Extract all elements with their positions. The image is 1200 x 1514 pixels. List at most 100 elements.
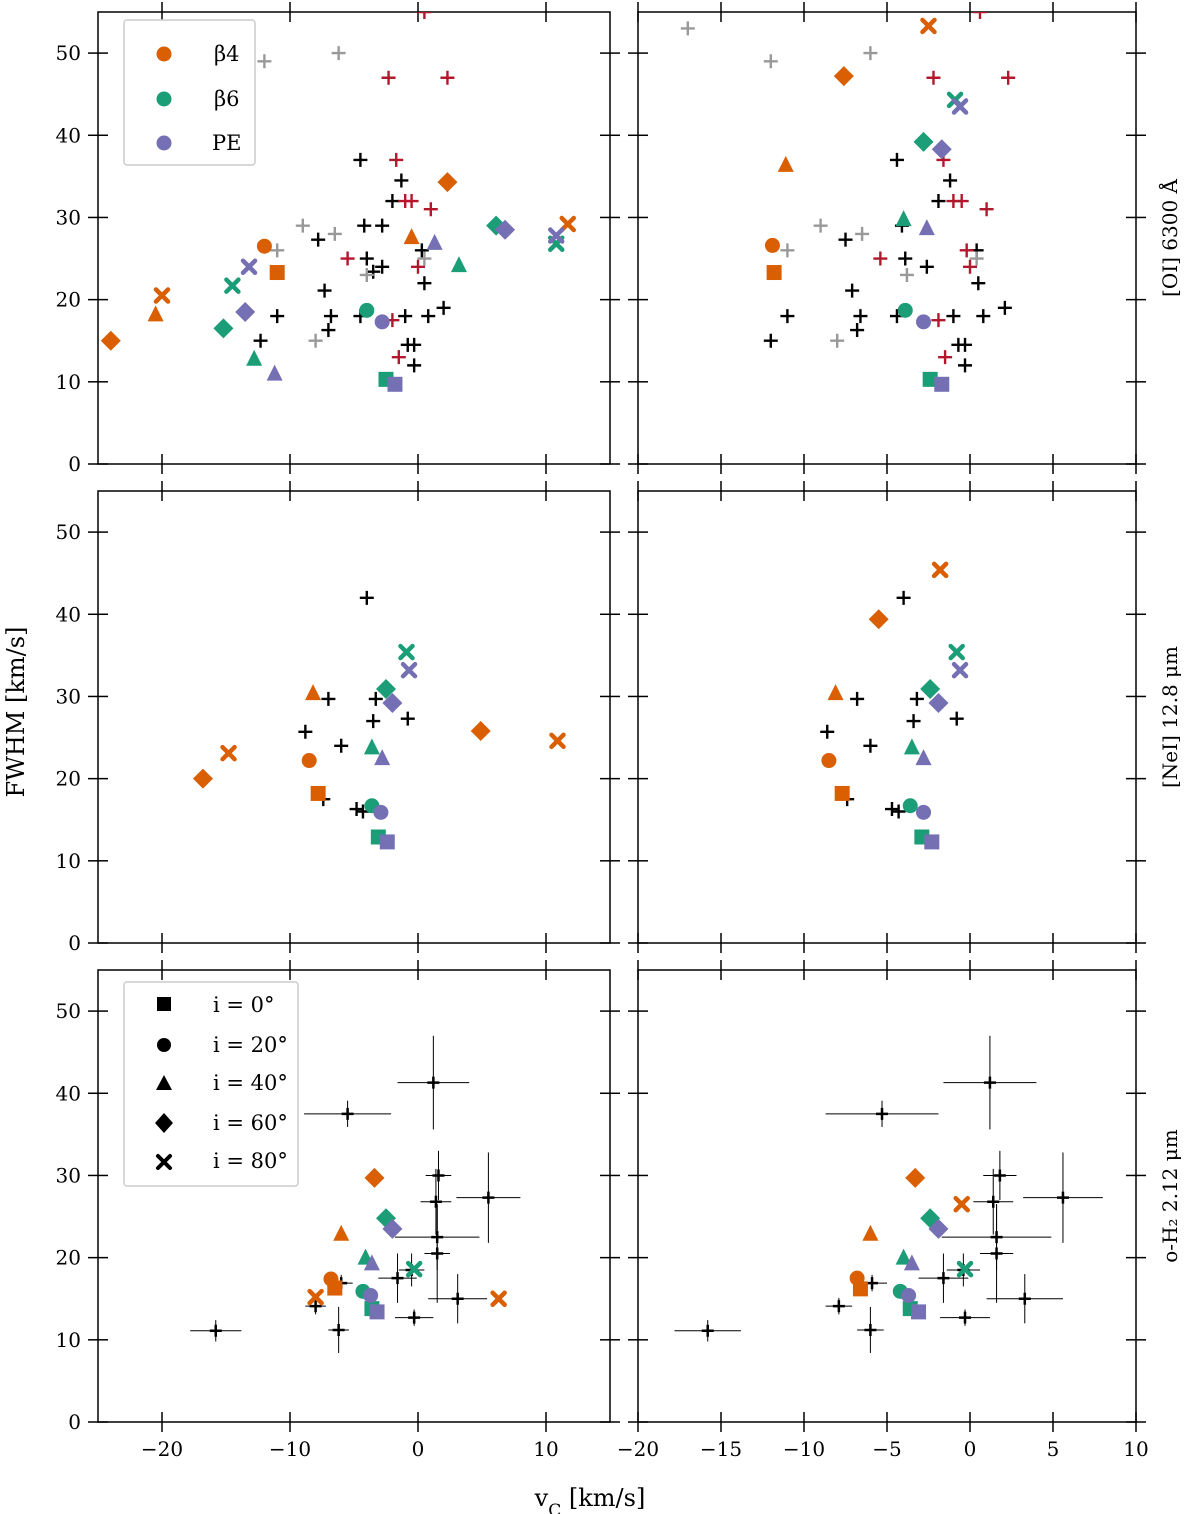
observation-point-red [411,259,425,274]
observation-point-black [958,358,973,373]
observation-point-red [938,350,953,365]
observation-point [983,1076,996,1089]
observation-point-black [407,358,422,373]
y-tick-label: 0 [68,1410,81,1434]
model-PE-square [911,1304,927,1320]
x-axis-title-main: v [534,1484,549,1512]
observation-point-black [400,711,415,726]
x-axis-title-units: [km/s] [561,1484,645,1512]
observation-point-black [943,173,958,188]
observation-point-red [417,12,432,19]
y-tick-label: 0 [68,452,81,476]
observation-point [429,1195,442,1208]
observation-point-black [763,333,778,348]
legend-inclinations: i = 0° i = 20° i = 40° i = 60° i = 80° [123,981,299,1187]
panel-data [674,1035,1103,1353]
x-tick-label: 0 [964,1437,977,1461]
model-beta6-x [224,277,241,294]
legend-pe-label: PE [212,131,241,155]
model-PE-diamond [931,139,952,160]
observation-point-black [421,309,436,324]
observation-point-black [366,714,381,729]
model-beta4-square [834,785,850,801]
y-tick-label: 30 [56,684,81,708]
legend-i60-marker [155,1113,173,1133]
observation-point-grey [855,226,870,241]
observation-point-red [963,259,977,274]
observation-point-grey [813,218,828,233]
observation-point-black [898,251,913,266]
y-tick-label: 30 [56,205,81,229]
observation-point-red [873,251,888,266]
legend-i80-label: i = 80° [213,1149,288,1173]
observation-point-grey [780,243,795,258]
observation-point [1018,1292,1031,1305]
model-beta6-diamond [376,679,396,700]
legend-i40-marker [156,1075,172,1090]
observation-point [332,1323,345,1336]
observation-point [990,1247,1003,1260]
observation-point-red [954,194,969,209]
model-PE-triangle [363,1254,380,1271]
model-PE-circle [901,1287,917,1303]
observation-point-red [404,194,419,209]
x-tick-label: −15 [700,1437,742,1461]
observation-point-grey [270,243,285,258]
observation-point-black [906,714,921,729]
observation-point-black [270,309,285,324]
observation-point [427,1076,440,1089]
observation-point [408,1311,421,1324]
row-label-nei: [NeI] 12.8 μm [1158,646,1182,788]
observation-point-black [958,337,973,352]
model-PE-triangle [266,364,283,381]
x-tick-label: 10 [533,1437,558,1461]
model-beta4-x [153,287,171,304]
model-PE-diamond [382,693,403,714]
observation-point-black [891,804,906,819]
observation-point [959,1311,972,1324]
model-beta4-circle [849,1270,865,1286]
observation-point-black [414,243,429,258]
observation-point-black [353,152,368,167]
observation-point [309,1300,322,1313]
model-beta6-x [948,643,965,661]
y-tick-label: 50 [56,999,81,1023]
observation-point [341,1107,354,1120]
panel-r0-c0: 0 10 20 30 40 50 [56,2,620,476]
observation-point-black [398,309,413,324]
model-PE-circle [363,1287,379,1303]
model-beta4-triangle [333,1224,350,1241]
model-beta4-square [269,265,285,281]
model-PE-square [387,376,403,392]
observation-point-red [1001,70,1016,85]
model-beta4-circle [301,753,317,769]
observation-point [209,1324,222,1337]
observation-point-black [850,691,865,706]
observation-point-black [359,251,374,266]
x-tick-label: −10 [269,1437,311,1461]
model-beta6-triangle [450,256,467,273]
observation-point-black [321,323,336,338]
model-PE-square [369,1304,385,1320]
model-beta6-x [956,1260,974,1278]
observation-point [866,1277,879,1290]
legend-i20-marker [157,1038,171,1052]
x-axis-title: vC [km/s] [534,1484,646,1514]
model-beta4-circle [821,753,837,769]
model-PE-x [547,227,565,244]
observation-point-red [931,313,946,328]
observation-point [701,1324,714,1337]
observation-point [937,1272,950,1285]
y-tick-label: 10 [56,849,81,873]
observation-point-grey [680,21,695,36]
y-tick-label: 10 [56,370,81,394]
y-tick-label: 30 [56,1163,81,1187]
model-beta4-x [931,561,949,579]
y-tick-label: 20 [56,288,81,312]
observation-point-black [889,152,904,167]
model-beta4-circle [764,237,780,253]
model-beta4-diamond [905,1167,926,1188]
row-label-oi: [OI] 6300 Å [1157,178,1182,297]
model-PE-triangle [918,219,935,236]
y-tick-label: 20 [56,767,81,791]
